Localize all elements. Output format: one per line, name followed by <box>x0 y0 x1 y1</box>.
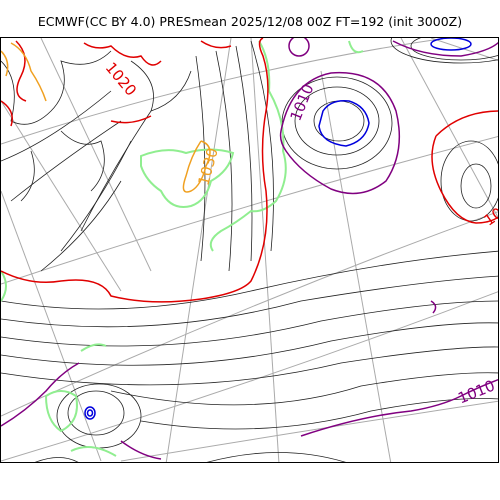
label-1030: 1030 <box>195 146 222 188</box>
pressure-map: 1010 1010 1020 102 1030 <box>0 37 499 463</box>
green-contour <box>1 40 364 457</box>
isobar-1010 <box>1 38 498 460</box>
isobar-1030 <box>1 42 211 193</box>
isobars <box>1 38 498 462</box>
isobar-996 <box>84 38 472 420</box>
graticule <box>1 38 498 462</box>
map-title: ECMWF(CC BY 4.0) PRESmean 2025/12/08 00Z… <box>37 14 463 29</box>
label-1020-right: 102 <box>480 198 499 229</box>
isobar-1020 <box>1 38 498 303</box>
